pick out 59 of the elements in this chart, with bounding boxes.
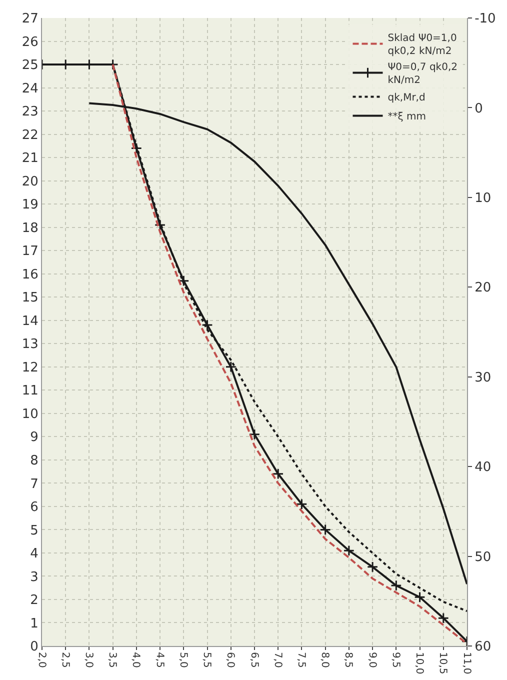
y-tick-label: 25 [22,58,38,74]
x-tick-label: 3,5 [106,652,118,668]
y-tick-label: 22 [22,128,38,143]
y-tick-label: 10 [22,406,38,422]
x-tick-label: 3,0 [82,652,94,668]
y-tick-label: 0 [30,640,38,655]
y-tick-label: 27 [22,12,38,27]
y-tick-label: 20 [22,174,38,190]
x-tick-label: 10,0 [414,652,425,674]
y-tick-label: 3 [30,570,38,585]
x-tick-label: 10,5 [437,652,448,674]
y2-tick-label: 20 [474,280,492,296]
y-tick-label: 21 [22,151,38,166]
y-tick-label: 16 [22,267,38,282]
y-tick-label: 4 [30,546,38,562]
y-tick-label: 6 [30,500,38,515]
legend-label: Sklad Ψ0=1,0 qk0,2 kN/m2 [388,33,457,58]
x-tick-label: 11,0 [460,652,472,674]
y-tick-label: 23 [22,104,38,120]
y2-tick-label: 40 [474,460,492,476]
x-tick-label: 7,5 [295,652,306,668]
y-tick-label: 7 [30,476,38,492]
x-tick-label: 8,0 [319,652,330,668]
y-tick-label: 13 [22,337,38,352]
legend-label: qk,Mr,d [388,92,426,104]
x-tick-label: 2,0 [36,652,47,668]
x-tick-label: 6,0 [224,652,236,668]
x-tick-label: 6,5 [248,652,260,668]
y-tick-label: 24 [22,81,38,96]
y-tick-label: 1 [30,616,38,632]
y2-tick-label: 10 [474,190,492,206]
x-tick-label: 2,5 [59,652,70,668]
y-tick-label: 18 [22,220,38,236]
legend-label: **ξ mm [388,112,426,123]
y-tick-label: 26 [22,34,38,50]
x-tick-label: 9,0 [366,652,378,668]
y2-tick-label: 50 [474,550,492,565]
y2-tick-label: -10 [474,12,496,27]
x-tick-label: 5,0 [177,652,188,668]
y-tick-label: 17 [22,244,38,260]
y-tick-label: 9 [30,430,38,446]
x-tick-label: 5,5 [201,652,212,668]
y-tick-label: 14 [22,314,38,329]
x-tick-label: 4,5 [154,652,165,668]
y-tick-label: 5 [30,523,38,538]
y-tick-label: 2 [30,593,38,608]
x-tick-label: 4,0 [130,652,142,668]
y2-tick-label: 30 [474,370,492,386]
y2-tick-label: 60 [474,640,492,655]
legend-label: Ψ0=0,7 qk0,2 kN/m2 [388,62,458,86]
y-tick-label: 11 [22,384,38,399]
y-tick-label: 12 [22,360,38,376]
y-tick-label: 19 [22,198,38,213]
x-tick-label: 9,5 [390,652,401,668]
x-tick-label: 8,5 [342,652,354,668]
y-tick-label: 15 [22,290,38,306]
x-tick-label: 7,0 [272,652,283,668]
y-tick-label: 8 [30,453,38,468]
y2-tick-label: 0 [474,101,483,116]
